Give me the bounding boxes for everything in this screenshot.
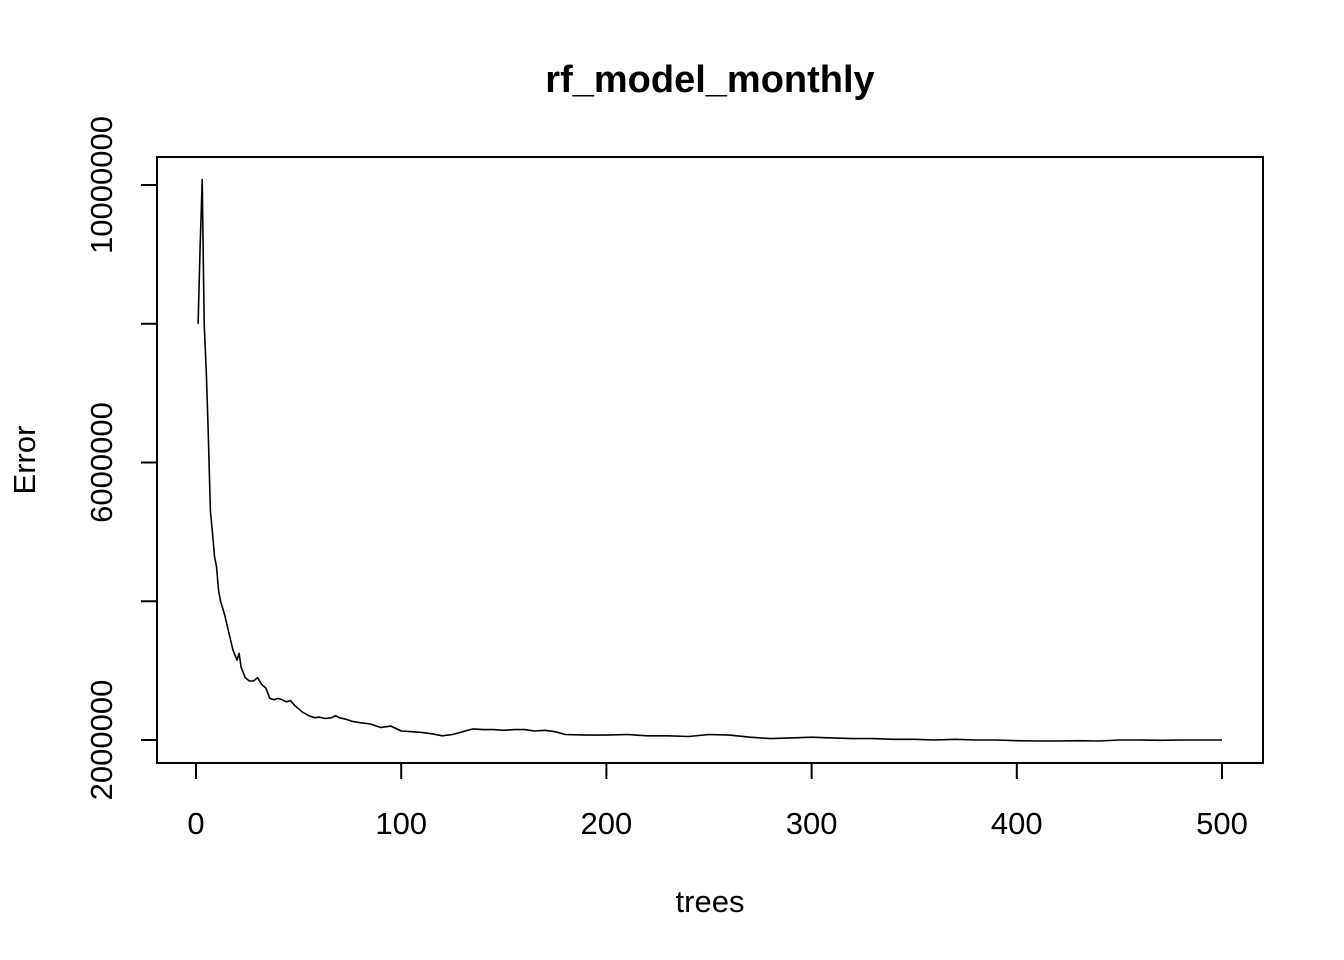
- y-tick-label: 10000000: [84, 116, 119, 254]
- x-tick-label: 200: [581, 806, 633, 841]
- x-axis: 0 100 200 300 400 500: [187, 762, 1248, 841]
- chart-title: rf_model_monthly: [545, 59, 874, 101]
- y-tick-label: 6000000: [84, 402, 119, 523]
- plot-frame: [156, 156, 1264, 764]
- y-tick-label: 2000000: [84, 680, 119, 801]
- x-tick-label: 100: [375, 806, 427, 841]
- y-axis: 2000000 6000000 10000000: [84, 116, 158, 801]
- x-tick-label: 400: [991, 806, 1043, 841]
- error-series-line: [197, 178, 1222, 742]
- x-axis-label: trees: [676, 884, 745, 919]
- x-tick-label: 300: [786, 806, 838, 841]
- y-axis-label: Error: [7, 426, 42, 495]
- x-tick-label: 500: [1196, 806, 1248, 841]
- x-tick-label: 0: [187, 806, 204, 841]
